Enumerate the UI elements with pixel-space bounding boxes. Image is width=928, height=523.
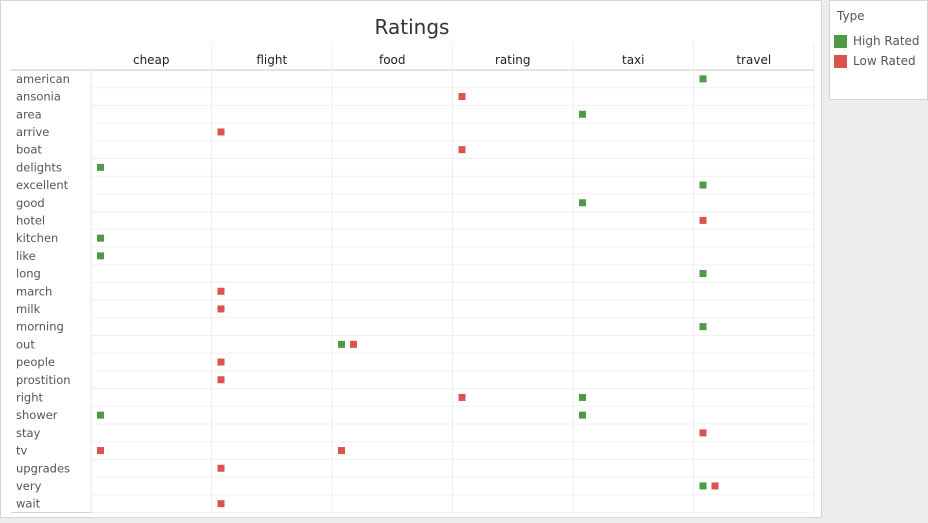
row-label-kitchen: kitchen (16, 231, 58, 245)
mark-delights-cheap-high-rated[interactable] (97, 163, 104, 171)
row-label-right: right (16, 390, 44, 404)
row-label-good: good (16, 196, 45, 210)
column-header-food: food (379, 53, 406, 67)
mark-upgrades-flight-low-rated[interactable] (217, 464, 225, 472)
mark-march-flight-low-rated[interactable] (217, 287, 225, 295)
row-label-morning: morning (16, 320, 64, 334)
mark-prostition-flight-low-rated[interactable] (217, 376, 225, 384)
mark-shower-taxi-high-rated[interactable] (579, 411, 586, 419)
row-label-stay: stay (16, 426, 41, 440)
row-label-very: very (16, 479, 42, 493)
row-label-excellent: excellent (16, 178, 69, 192)
mark-arrive-flight-low-rated[interactable] (217, 128, 225, 136)
row-label-area: area (16, 107, 42, 121)
legend-title: Type (837, 9, 865, 23)
row-label-upgrades: upgrades (16, 461, 70, 475)
mark-long-travel-high-rated[interactable] (699, 270, 707, 278)
row-label-tv: tv (16, 444, 28, 458)
scatter-plot: cheap flight food rating taxi travel american a… (11, 42, 815, 513)
column-header-rating: rating (495, 53, 531, 67)
row-label-prostition: prostition (16, 373, 71, 387)
mark-hotel-travel-low-rated[interactable] (699, 216, 707, 224)
legend-label-low-rated: Low Rated (853, 54, 916, 68)
legend-swatch-low-rated (834, 55, 847, 68)
chart-panel: Ratings cheap flight food rating taxi travel a… (0, 0, 822, 518)
row-label-hotel: hotel (16, 213, 45, 227)
row-label-march: march (16, 284, 52, 298)
column-header-taxi: taxi (622, 53, 645, 67)
mark-ansonia-rating-low-rated[interactable] (458, 93, 466, 101)
column-header-travel: travel (736, 53, 771, 67)
mark-out-food-low-rated[interactable] (350, 340, 357, 348)
row-label-arrive: arrive (16, 125, 49, 139)
mark-wait-flight-low-rated[interactable] (217, 500, 225, 508)
column-header-flight: flight (256, 53, 287, 67)
mark-tv-cheap-low-rated[interactable] (97, 447, 104, 455)
mark-boat-rating-low-rated[interactable] (458, 146, 466, 154)
mark-stay-travel-low-rated[interactable] (699, 429, 707, 437)
row-label-out: out (16, 337, 35, 351)
mark-out-food-high-rated[interactable] (338, 340, 345, 348)
row-label-delights: delights (16, 160, 62, 174)
row-label-people: people (16, 355, 55, 369)
row-label-american: american (16, 72, 70, 86)
mark-kitchen-cheap-high-rated[interactable] (97, 234, 104, 242)
legend: Type High Rated Low Rated (829, 0, 928, 100)
row-label-ansonia: ansonia (16, 90, 61, 104)
legend-swatch-high-rated (834, 35, 847, 48)
row-label-shower: shower (16, 408, 58, 422)
mark-good-taxi-high-rated[interactable] (579, 199, 586, 207)
mark-very-travel-high-rated[interactable] (699, 482, 707, 490)
row-label-boat: boat (16, 143, 42, 157)
mark-milk-flight-low-rated[interactable] (217, 305, 225, 313)
mark-morning-travel-high-rated[interactable] (699, 323, 707, 331)
row-label-like: like (16, 249, 36, 263)
mark-people-flight-low-rated[interactable] (217, 358, 225, 366)
row-label-wait: wait (16, 497, 41, 511)
mark-excellent-travel-high-rated[interactable] (699, 181, 707, 189)
row-label-long: long (16, 267, 41, 281)
legend-label-high-rated: High Rated (853, 34, 920, 48)
mark-area-taxi-high-rated[interactable] (579, 110, 586, 118)
mark-right-rating-low-rated[interactable] (458, 393, 466, 401)
row-label-milk: milk (16, 302, 41, 316)
column-header-cheap: cheap (133, 53, 170, 67)
mark-american-travel-high-rated[interactable] (699, 75, 707, 83)
mark-very-travel-low-rated[interactable] (711, 482, 719, 490)
mark-like-cheap-high-rated[interactable] (97, 252, 104, 260)
chart-title: Ratings (374, 15, 450, 39)
mark-tv-food-low-rated[interactable] (338, 447, 345, 455)
mark-shower-cheap-high-rated[interactable] (97, 411, 104, 419)
mark-right-taxi-high-rated[interactable] (579, 393, 586, 401)
